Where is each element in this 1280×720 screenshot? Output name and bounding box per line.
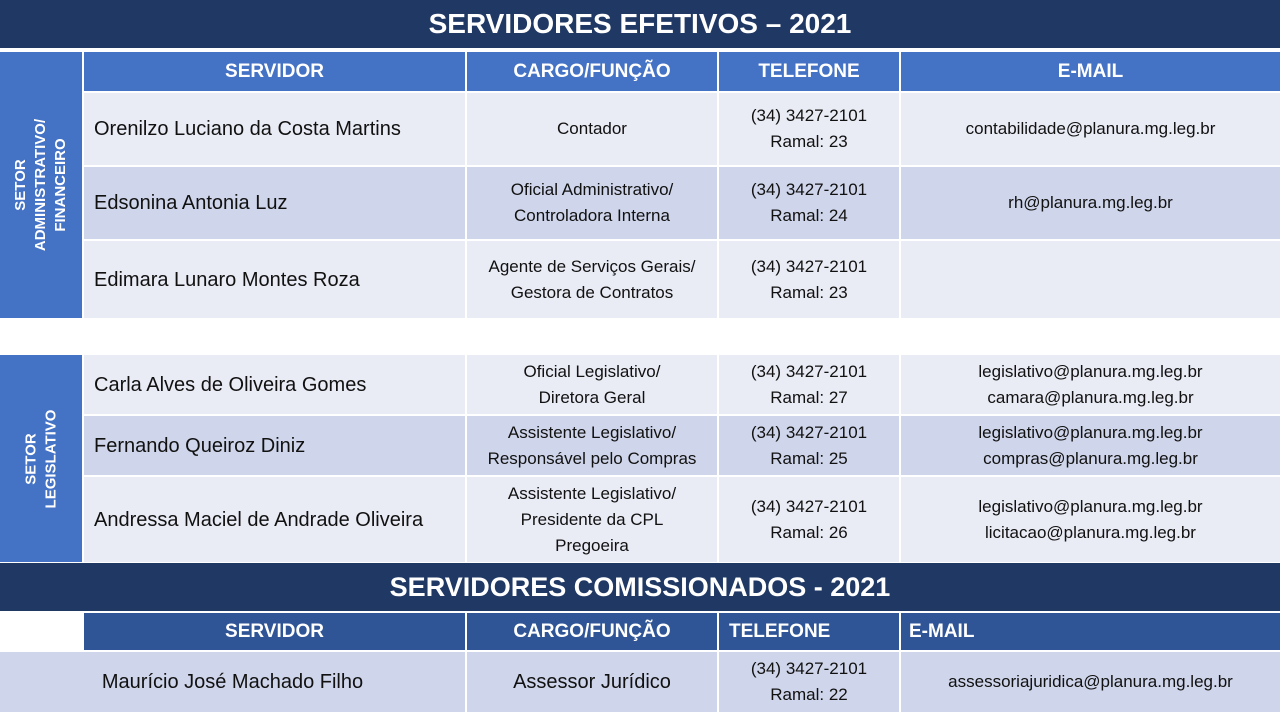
group-label-administrativo: SETOR ADMINISTRATIVO/ FINANCEIRO bbox=[0, 52, 82, 318]
cell-phone: (34) 3427-2101 Ramal: 23 bbox=[719, 241, 899, 318]
cell-role: Oficial Legislativo/ Diretora Geral bbox=[467, 355, 717, 414]
cell-phone: (34) 3427-2101 Ramal: 27 bbox=[719, 355, 899, 414]
header2-cargo: CARGO/FUNÇÃO bbox=[467, 613, 717, 650]
cell-phone: (34) 3427-2101 Ramal: 25 bbox=[719, 416, 899, 475]
commissioned-name: Maurício José Machado Filho bbox=[0, 652, 465, 712]
group-label-legislativo: SETOR LEGISLATIVO bbox=[0, 355, 82, 562]
cell-role: Agente de Serviços Gerais/ Gestora de Co… bbox=[467, 241, 717, 318]
cell-email: legislativo@planura.mg.leg.br camara@pla… bbox=[901, 355, 1280, 414]
cell-role: Contador bbox=[467, 93, 717, 165]
cell-role: Oficial Administrativo/ Controladora Int… bbox=[467, 167, 717, 239]
header2-telefone: TELEFONE bbox=[719, 613, 899, 650]
commissioned-phone: (34) 3427-2101 Ramal: 22 bbox=[719, 652, 899, 712]
cell-name: Andressa Maciel de Andrade Oliveira bbox=[84, 477, 465, 562]
cell-name: Edimara Lunaro Montes Roza bbox=[84, 241, 465, 318]
header-servidor: SERVIDOR bbox=[84, 52, 465, 91]
cell-phone: (34) 3427-2101 Ramal: 24 bbox=[719, 167, 899, 239]
header-telefone: TELEFONE bbox=[719, 52, 899, 91]
header-cargo: CARGO/FUNÇÃO bbox=[467, 52, 717, 91]
section-title-comissionados: SERVIDORES COMISSIONADOS - 2021 bbox=[0, 563, 1280, 611]
cell-phone: (34) 3427-2101 Ramal: 26 bbox=[719, 477, 899, 562]
cell-email bbox=[901, 241, 1280, 318]
cell-email: rh@planura.mg.leg.br bbox=[901, 167, 1280, 239]
cell-role: Assistente Legislativo/ Responsável pelo… bbox=[467, 416, 717, 475]
cell-name: Orenilzo Luciano da Costa Martins bbox=[84, 93, 465, 165]
commissioned-email: assessoriajuridica@planura.mg.leg.br bbox=[901, 652, 1280, 712]
cell-name: Fernando Queiroz Diniz bbox=[84, 416, 465, 475]
cell-email: legislativo@planura.mg.leg.br compras@pl… bbox=[901, 416, 1280, 475]
header2-email: E-MAIL bbox=[901, 613, 1280, 650]
section-title-efetivos: SERVIDORES EFETIVOS – 2021 bbox=[0, 0, 1280, 48]
cell-email: legislativo@planura.mg.leg.br licitacao@… bbox=[901, 477, 1280, 562]
header-email: E-MAIL bbox=[901, 52, 1280, 91]
cell-name: Edsonina Antonia Luz bbox=[84, 167, 465, 239]
cell-phone: (34) 3427-2101 Ramal: 23 bbox=[719, 93, 899, 165]
group-label-text: SETOR ADMINISTRATIVO/ FINANCEIRO bbox=[12, 118, 69, 252]
group-label-text: SETOR LEGISLATIVO bbox=[22, 409, 60, 508]
cell-name: Carla Alves de Oliveira Gomes bbox=[84, 355, 465, 414]
cell-role: Assistente Legislativo/ Presidente da CP… bbox=[467, 477, 717, 562]
header2-servidor: SERVIDOR bbox=[84, 613, 465, 650]
cell-email: contabilidade@planura.mg.leg.br bbox=[901, 93, 1280, 165]
commissioned-role: Assessor Jurídico bbox=[467, 652, 717, 712]
